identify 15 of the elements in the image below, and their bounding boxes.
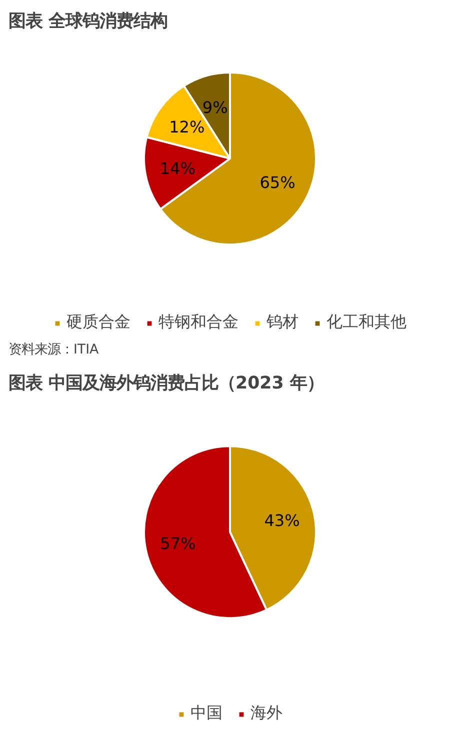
legend-label: 特钢和合金 [158,312,238,333]
text: 资料来源：ITIA [8,342,99,358]
data-label: 65% [260,173,296,192]
data-label: 14% [160,158,196,178]
legend-label: 钨材 [266,312,298,333]
data-label: 57% [160,534,196,554]
legend-label: 中国 [190,703,222,724]
data-label: 9% [202,98,228,117]
legend-label: 化工和其他 [326,312,406,333]
data-label: 43% [264,510,300,530]
legend-label: 硬质合金 [66,312,130,333]
data-label: 12% [169,118,205,137]
chart-title: 图表 全球钨消费结构 [8,12,168,32]
legend-label: 海外 [250,703,282,724]
chart-title: 图表 中国及海外钨消费占比（2023 年） [8,374,324,394]
